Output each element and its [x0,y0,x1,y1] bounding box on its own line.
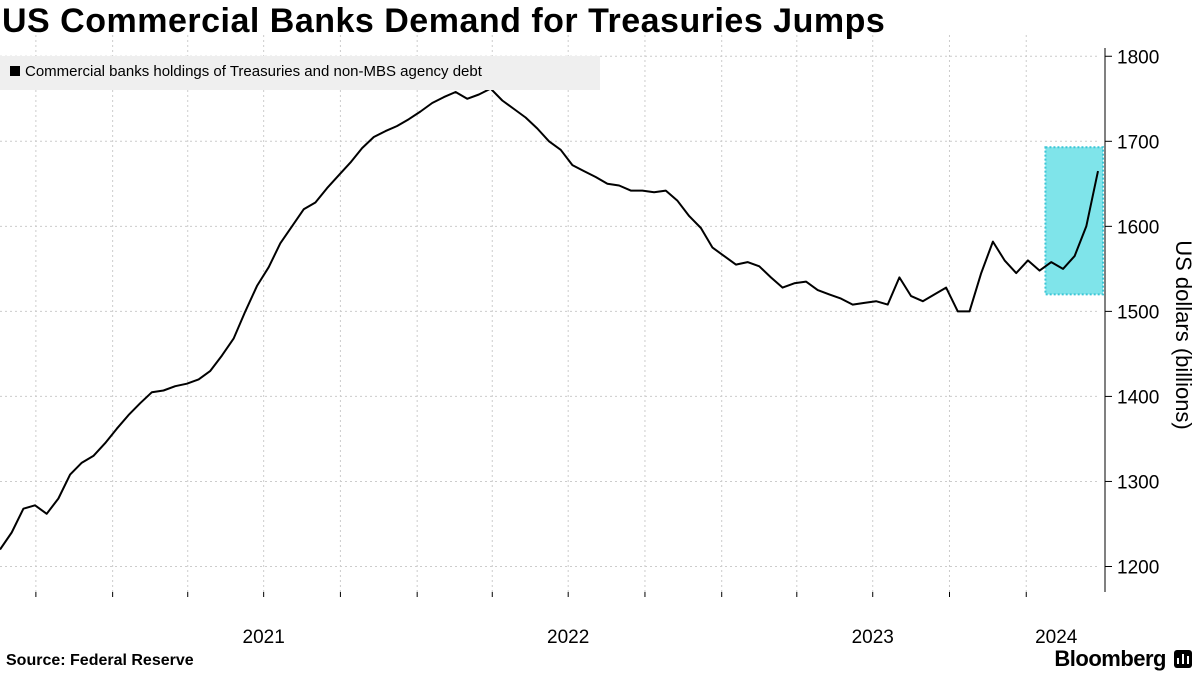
series-line [0,87,1099,551]
y-tick-label: 1600 [1117,217,1159,238]
chart-title: US Commercial Banks Demand for Treasurie… [2,2,886,40]
axis-layer [35,48,1112,597]
legend-label: Commercial banks holdings of Treasuries … [25,63,482,80]
y-tick-label: 1500 [1117,302,1159,323]
highlight-box [1044,146,1105,296]
y-tick-label: 1200 [1117,557,1159,578]
vertical-gridlines [35,35,1027,592]
y-axis-label: US dollars (billions) [1171,240,1196,430]
legend: Commercial banks holdings of Treasuries … [0,56,600,90]
y-tick-label: 1700 [1117,132,1159,153]
x-tick-label: 2023 [852,627,894,648]
x-tick-label: 2022 [547,627,589,648]
x-tick-label: 2024 [1035,627,1078,648]
y-tick-label: 1800 [1117,47,1159,68]
bloomberg-bars-icon [1174,650,1192,668]
source-note: Source: Federal Reserve [6,652,194,669]
horizontal-gridlines [0,55,1098,567]
highlight-layer [1044,146,1105,296]
series-layer [0,87,1099,551]
y-tick-label: 1400 [1117,387,1159,408]
brand-logo: Bloomberg [1054,646,1166,671]
x-tick-label: 2021 [243,627,285,648]
tick-labels: 1200 1300 1400 1500 1600 1700 1800 2021 2022 2023… [243,47,1160,648]
legend-swatch [10,66,20,76]
y-tick-label: 1300 [1117,472,1159,493]
